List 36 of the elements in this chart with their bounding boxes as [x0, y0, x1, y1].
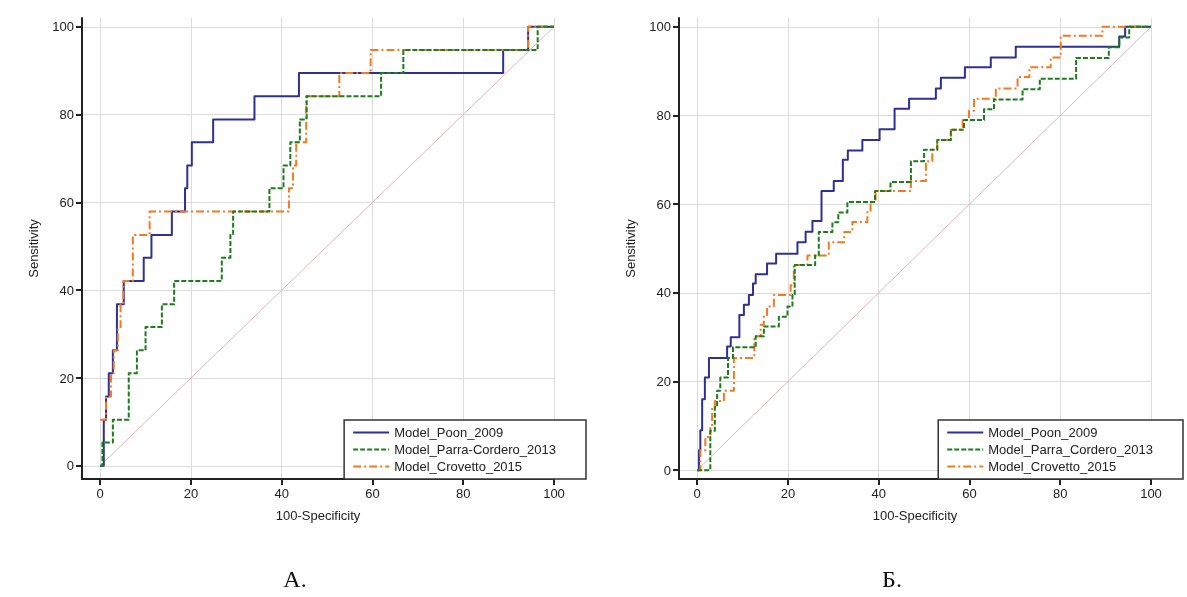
x-tick-label: 20: [780, 486, 796, 501]
x-tick-label: 100: [543, 486, 565, 501]
legend-label: Model_Crovetto_2015: [988, 459, 1117, 474]
x-tick-label: 0: [693, 486, 701, 501]
x-axis-title: 100-Specificity: [872, 508, 958, 523]
legend-label: Model_Poon_2009: [988, 425, 1098, 440]
y-tick-label: 40: [656, 285, 671, 301]
y-tick-label: 60: [656, 196, 671, 212]
y-tick-label: 80: [59, 107, 74, 123]
legend-label: Model_Crovetto_2015: [394, 459, 523, 474]
x-tick-label: 0: [96, 486, 104, 501]
y-axis-title: Sensitivity: [26, 218, 41, 278]
legend-label: Model_Parra-Cordero_2013: [394, 442, 556, 457]
x-tick-label: 40: [274, 486, 289, 501]
y-tick-label: 60: [59, 194, 74, 210]
y-tick-label: 40: [59, 282, 74, 298]
y-tick-label: 100: [52, 19, 74, 35]
x-tick-label: 80: [456, 486, 471, 501]
x-tick-label: 100: [1140, 486, 1162, 501]
y-tick-label: 80: [656, 108, 671, 124]
y-tick-label: 0: [663, 462, 671, 478]
y-tick-label: 20: [656, 373, 671, 389]
text: А.: [283, 566, 307, 592]
y-tick-label: 100: [649, 19, 671, 35]
text: Б.: [882, 566, 902, 592]
y-tick-label: 20: [59, 370, 74, 386]
x-tick-label: 60: [962, 486, 977, 501]
legend-label: Model_Poon_2009: [394, 425, 504, 440]
legend-label: Model_Parra_Cordero_2013: [988, 442, 1154, 457]
y-tick-label: 0: [66, 458, 74, 474]
y-axis-title: Sensitivity: [623, 218, 638, 278]
x-tick-label: 20: [183, 486, 199, 501]
x-tick-label: 80: [1053, 486, 1068, 501]
x-tick-label: 60: [365, 486, 380, 501]
x-axis-title: 100-Specificity: [275, 508, 361, 523]
x-tick-label: 40: [871, 486, 886, 501]
